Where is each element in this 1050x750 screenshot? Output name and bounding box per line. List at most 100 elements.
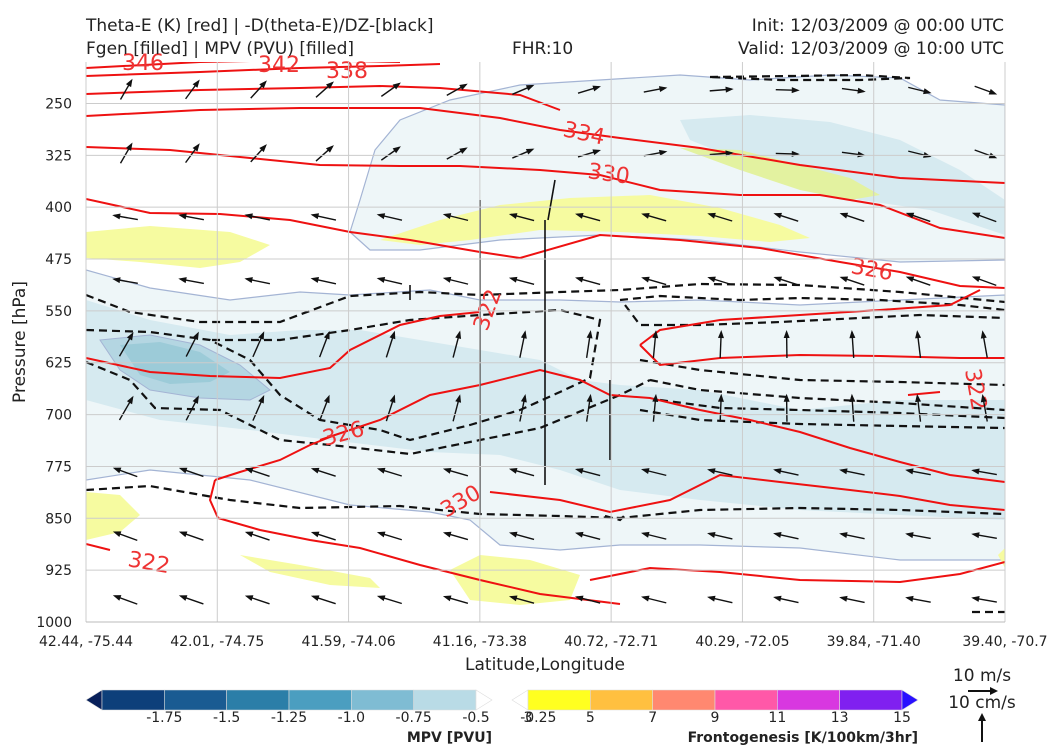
x-axis-label: Latitude,Longitude [465,655,625,675]
fgen-colorbar-tick-label: 9 [711,710,720,726]
wind-arrowhead [376,467,386,474]
wind-arrowhead [244,213,253,220]
theta-e-label: 346 [122,51,164,76]
mpv-colorbar-tick-label: -1.5 [213,710,240,726]
wind-arrowhead [773,468,782,475]
wind-arrowhead [376,276,386,283]
wind-arrowhead [641,468,650,474]
fgen-colorbar-tick-label: 3 [524,710,533,726]
wind-arrowhead [641,276,650,283]
wind-arrowhead [442,531,452,538]
wind-arrowhead [707,531,716,538]
wind-arrowhead [442,276,452,283]
fgen-colorbar-tick-label: 15 [893,710,911,726]
wind-arrowhead [520,330,527,339]
title-line-2: Fgen [filled] | MPV (PVU) [filled] [86,39,354,59]
wind-arrowhead [323,394,330,404]
mpv-colorbar-swatch [288,689,352,711]
fgen-colorbar-swatch [714,689,778,711]
wind-arrowhead [325,145,334,153]
wind-arrowhead [839,595,848,602]
wind-arrowhead [112,277,121,284]
forecast-hour: FHR:10 [512,39,573,59]
wind-arrowhead [725,86,734,93]
wind-arrowhead [839,276,849,283]
mpv-colorbar-tick-label: -1.75 [146,710,182,726]
x-tick-label: 41.16, -73.38 [433,634,527,650]
wind-scale-horizontal-arrowhead [990,687,998,695]
x-axis-ticks: 42.44, -75.44 42.01, -74.75 41.59, -74.06 4… [39,634,1048,650]
wind-arrowhead [244,531,254,538]
wind-arrowhead [192,79,200,88]
fgen-colorbar-swatch [777,689,840,711]
mpv-colorbar-swatch [226,689,290,711]
wind-arrowhead [520,394,527,403]
wind-arrowhead [707,276,716,283]
wind-arrowhead [508,531,518,538]
wind-scale-horizontal: 10 m/s [953,666,1011,686]
y-tick-label: 850 [45,511,72,527]
wind-arrowhead [442,467,452,474]
wind-arrowhead [905,532,914,539]
wind-arrowhead [259,144,267,153]
wind-scale-vertical-arrowhead [978,713,986,721]
wind-arrowhead [442,213,452,219]
wind-arrowhead [915,330,922,339]
fgen-fill-3 [680,148,880,200]
wind-arrowhead [773,595,782,602]
mpv-colorbar-swatch [101,689,165,711]
fgen-fill-1 [86,226,270,268]
wind-arrowhead [791,87,800,94]
wind-scale-vertical: 10 cm/s [948,693,1016,713]
wind-arrowhead [773,212,782,219]
wind-arrowhead [310,595,320,602]
dthetae-contours [86,73,1005,614]
wind-arrowhead [389,330,396,340]
wind-arrowhead [459,83,468,91]
wind-arrowhead [112,531,122,538]
wind-arrowhead [857,87,866,94]
wind-arrowhead [707,468,716,475]
wind-arrowhead [459,147,468,154]
fgen-colorbar-swatch [652,689,716,711]
fgen-colorbar-labels: 3 5 7 9 11 13 15 [524,710,911,726]
fgen-fill-5 [240,555,380,588]
wind-arrowhead [455,330,462,339]
wind-arrowhead [641,531,650,538]
wind-arrowhead [259,80,267,89]
wind-arrowhead [905,468,914,475]
wind-arrowhead [392,146,401,154]
wind-arrowhead [525,148,535,155]
wind-arrowhead [839,468,848,475]
wind-arrowhead [592,85,601,92]
x-tick-label: 41.59, -74.06 [302,634,396,650]
wind-arrowhead [455,394,462,403]
wind-vectors [112,78,998,605]
wind-arrowhead [508,468,518,474]
y-tick-label: 775 [45,459,72,475]
wind-arrowhead [258,395,265,404]
wind-arrowhead [707,212,716,219]
wind-arrowhead [574,595,584,602]
y-tick-label: 400 [45,200,72,216]
wind-arrowhead [971,276,981,283]
theta-e-contours [86,62,1005,605]
mpv-colorbar [85,689,493,711]
mpv-colorbar-tick-label: -0.25 [520,710,556,726]
y-tick-label: 475 [45,252,72,268]
mpv-colorbar-swatch [85,689,103,711]
wind-arrowhead [442,595,452,602]
theta-e-label: 330 [586,159,631,190]
x-tick-label: 42.01, -74.75 [170,634,264,650]
fgen-colorbar-tick-label: 5 [586,710,595,726]
wind-arrowhead [980,330,987,339]
mpv-colorbar-tick-label: -0.75 [396,710,432,726]
fgen-colorbar-swatch [839,689,903,711]
wind-arrowhead [641,595,650,602]
wind-arrowhead [857,151,866,158]
x-tick-label: 39.40, -70.7 [962,634,1047,650]
wind-arrowhead [915,393,922,403]
wind-arrowhead [112,213,121,220]
x-tick-label: 39.84, -71.40 [827,634,921,650]
fgen-fill-4 [86,492,140,540]
